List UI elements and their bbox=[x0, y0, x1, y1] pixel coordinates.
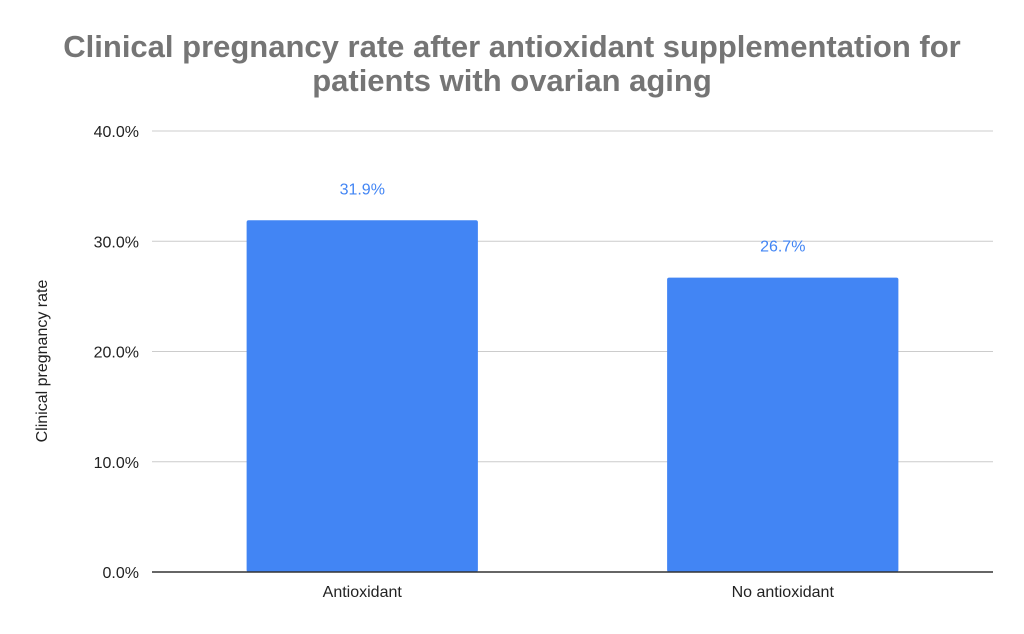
y-tick-label-4: 40.0% bbox=[94, 124, 139, 141]
y-tick-label-0: 0.0% bbox=[103, 565, 139, 582]
chart-title-line-2: patients with ovarian aging bbox=[312, 63, 712, 98]
bar-no-antioxidant bbox=[667, 277, 899, 572]
y-tick-label-2: 20.0% bbox=[94, 345, 139, 362]
bar-antioxidant bbox=[246, 220, 478, 573]
data-label-0: 31.9% bbox=[340, 181, 385, 198]
chart-title: Clinical pregnancy rate after antioxidan… bbox=[0, 30, 1024, 98]
data-label-1: 26.7% bbox=[760, 239, 805, 256]
y-axis-title: Clinical pregnancy rate bbox=[34, 280, 51, 443]
bars bbox=[246, 220, 899, 573]
y-tick-label-1: 10.0% bbox=[94, 455, 139, 472]
y-tick-label-3: 30.0% bbox=[94, 234, 139, 251]
labels: 0.0% 10.0% 20.0% 30.0% 40.0% 31.9% Antioxidant… bbox=[94, 124, 835, 601]
x-category-label-0: Antioxidant bbox=[323, 584, 403, 601]
chart-title-line-1: Clinical pregnancy rate after antioxidan… bbox=[63, 29, 961, 64]
x-category-label-1: No antioxidant bbox=[732, 584, 835, 601]
